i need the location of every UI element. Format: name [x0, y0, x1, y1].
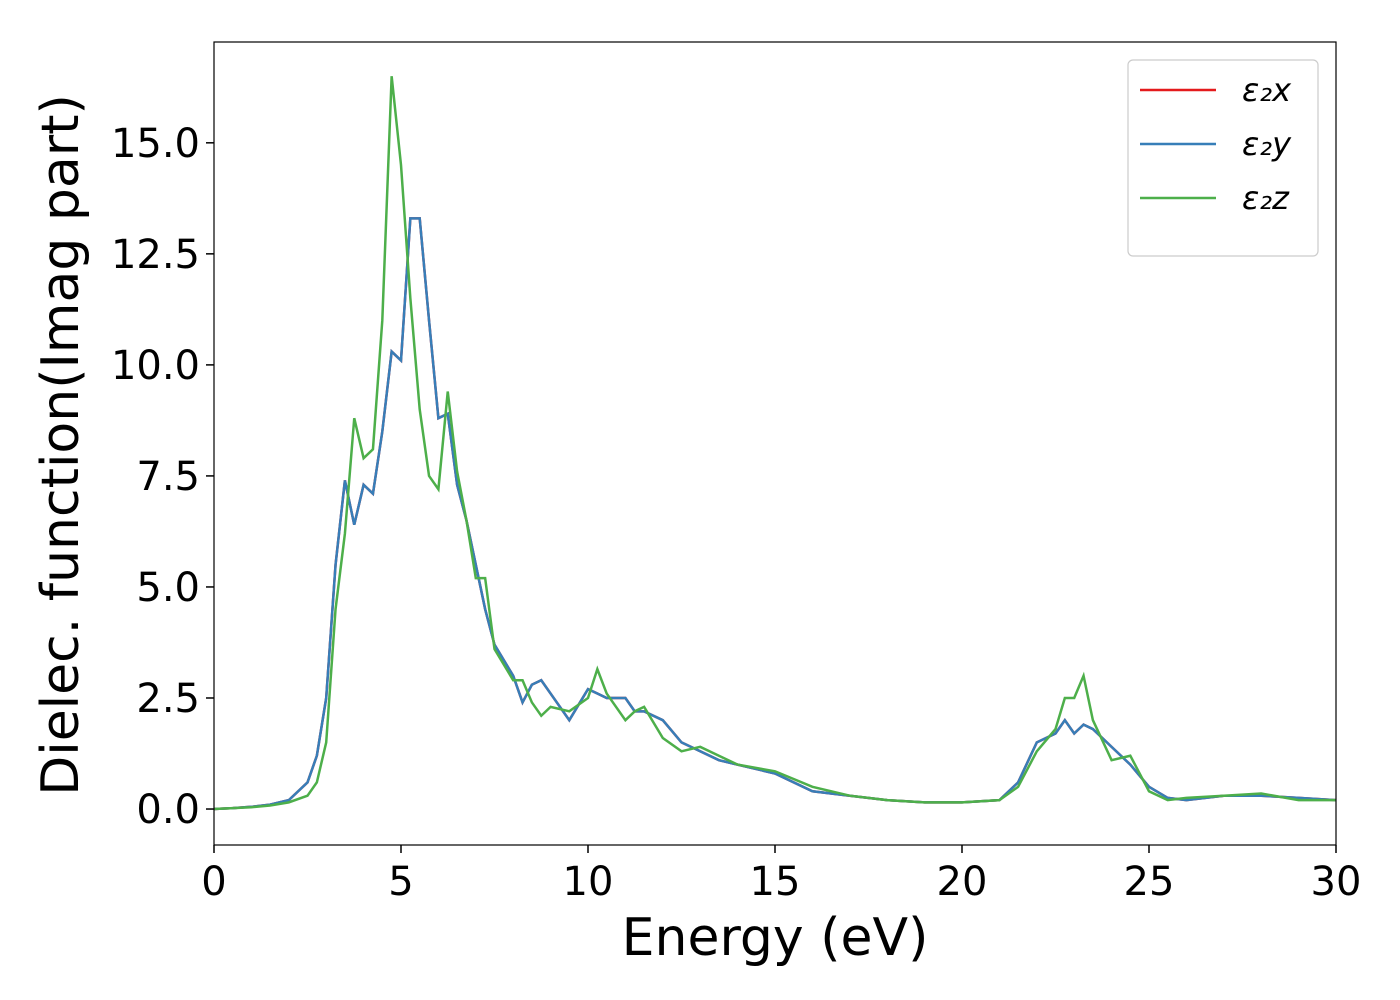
series-line	[214, 217, 1336, 811]
x-tick-label: 0	[201, 859, 226, 905]
x-tick-label: 30	[1311, 859, 1362, 905]
x-tick-label: 15	[750, 859, 801, 905]
x-tick-label: 20	[937, 859, 988, 905]
y-tick-label: 7.5	[136, 454, 200, 500]
legend-label: ε₂x	[1242, 71, 1292, 109]
x-tick-label: 5	[388, 859, 413, 905]
y-tick-label: 10.0	[111, 343, 200, 389]
y-tick-label: 12.5	[111, 232, 200, 278]
y-tick-label: 0.0	[136, 787, 200, 833]
plot-frame	[213, 41, 1337, 846]
x-axis-label: Energy (eV)	[622, 908, 929, 968]
legend-label: ε₂z	[1242, 179, 1290, 217]
legend-box	[1127, 59, 1319, 257]
y-tick-label: 15.0	[111, 121, 200, 167]
x-tick-label: 10	[563, 859, 614, 905]
y-tick-label: 2.5	[136, 676, 200, 722]
legend-label: ε₂y	[1242, 125, 1292, 163]
y-tick-label: 5.0	[136, 565, 200, 611]
series-line	[214, 76, 1336, 811]
y-axis-label: Dielec. function(Imag part)	[31, 94, 91, 796]
x-tick-label: 25	[1124, 859, 1175, 905]
